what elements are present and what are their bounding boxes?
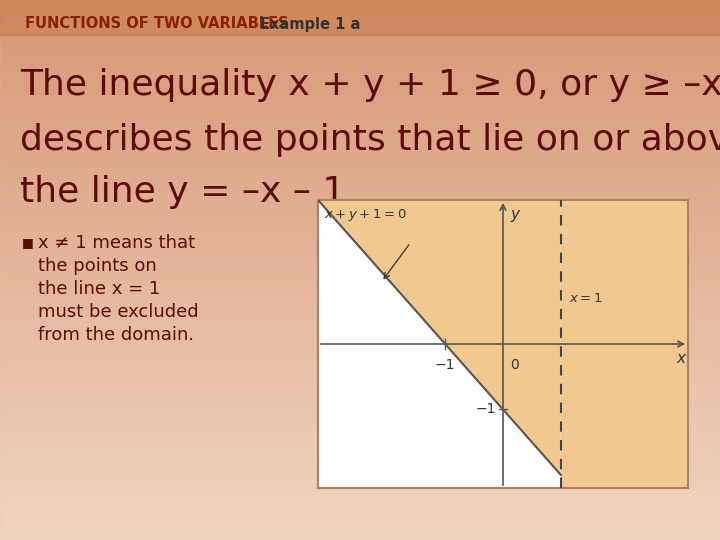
Text: FUNCTIONS OF TWO VARIABLES: FUNCTIONS OF TWO VARIABLES — [25, 17, 289, 31]
Text: must be excluded: must be excluded — [38, 303, 199, 321]
Text: The inequality x + y + 1 ≥ 0, or y ≥ –x – 1,: The inequality x + y + 1 ≥ 0, or y ≥ –x … — [20, 68, 720, 102]
Text: the line y = –x – 1: the line y = –x – 1 — [20, 175, 346, 209]
Text: Example 1 a: Example 1 a — [260, 17, 361, 31]
Text: the line x = 1: the line x = 1 — [38, 280, 161, 298]
Bar — [318, 200, 688, 488]
Text: ■: ■ — [22, 237, 34, 249]
Text: x ≠ 1 means that: x ≠ 1 means that — [38, 234, 195, 252]
Text: $x = 1$: $x = 1$ — [570, 292, 603, 305]
Text: 0: 0 — [510, 359, 518, 373]
Text: describes the points that lie on or above: describes the points that lie on or abov… — [20, 123, 720, 157]
Text: the points on: the points on — [38, 257, 157, 275]
Text: y: y — [510, 206, 519, 221]
Text: −1: −1 — [435, 359, 456, 373]
Polygon shape — [318, 200, 561, 475]
Text: from the domain.: from the domain. — [38, 326, 194, 344]
Polygon shape — [561, 200, 688, 488]
Bar — [0, 0, 720, 35]
Text: $x + y + 1 = 0$: $x + y + 1 = 0$ — [324, 206, 407, 222]
Text: −1: −1 — [476, 402, 496, 416]
Text: x: x — [676, 351, 685, 366]
